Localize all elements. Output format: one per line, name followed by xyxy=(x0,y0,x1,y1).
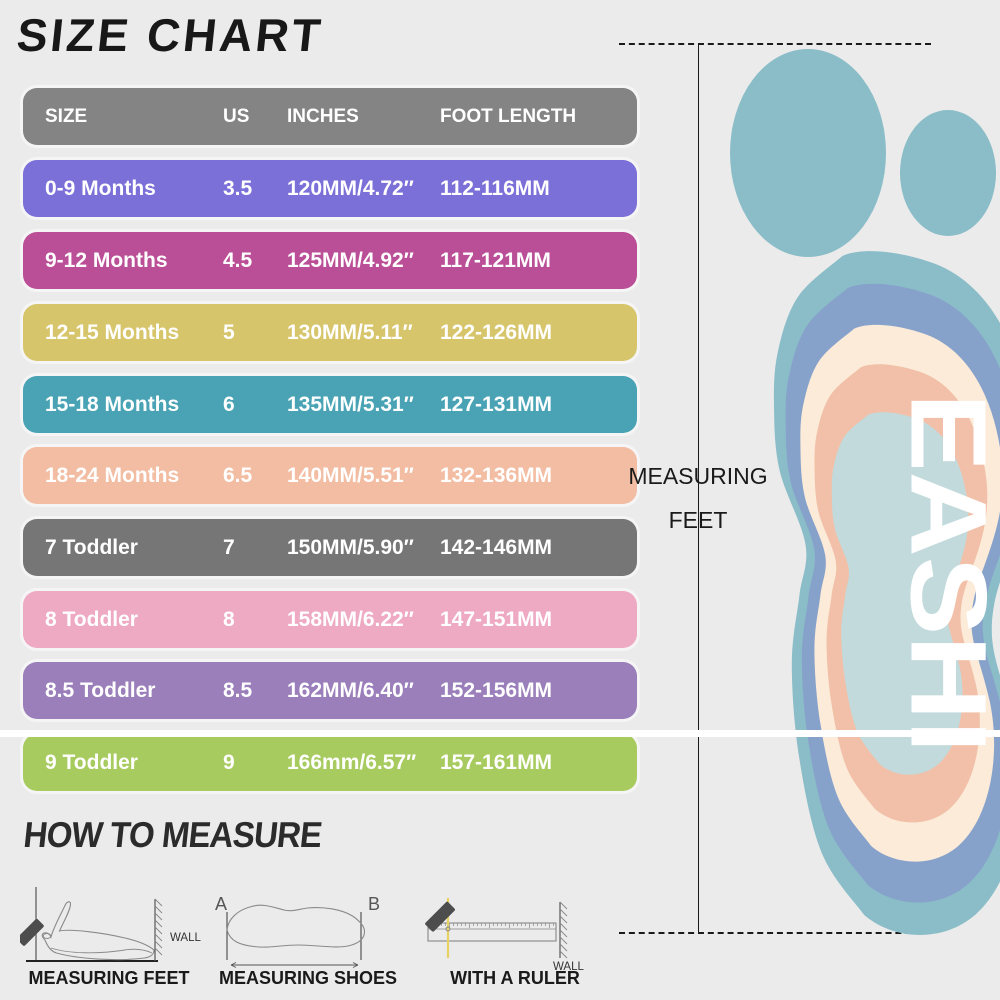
svg-text:A: A xyxy=(215,894,227,914)
svg-text:WALL: WALL xyxy=(170,932,201,944)
svg-text:EASHI: EASHI xyxy=(888,393,1000,753)
svg-text:B: B xyxy=(368,894,380,914)
